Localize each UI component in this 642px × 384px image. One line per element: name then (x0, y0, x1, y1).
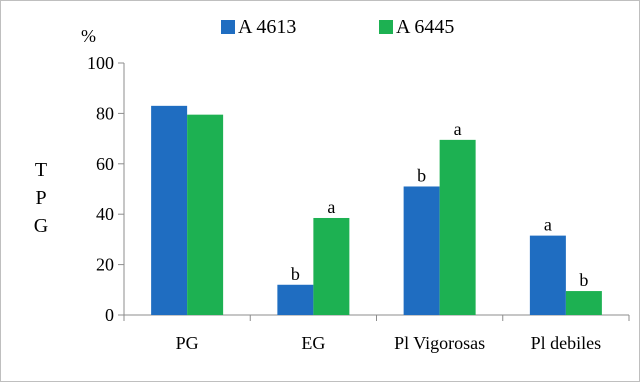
legend-entry: A 6445 (396, 16, 454, 38)
y-unit-label: % (81, 26, 96, 46)
bar (565, 291, 602, 315)
y-tick-label: 40 (96, 204, 114, 224)
legend-swatch (379, 20, 393, 34)
data-label: b (291, 264, 300, 284)
y-tick-label: 100 (87, 53, 114, 73)
y-tick-label: 20 (96, 255, 114, 275)
x-tick-label: PG (176, 333, 199, 353)
data-label: a (454, 119, 462, 139)
bar (277, 284, 314, 315)
y-tick-label: 0 (105, 305, 114, 325)
bar (403, 186, 440, 315)
x-tick-label: Pl Vigorosas (394, 333, 485, 353)
x-tick-label: EG (301, 333, 325, 353)
bar (439, 139, 476, 315)
labels: PG b a EG b a Pl Vigorosas a b Pl debiles (176, 119, 602, 353)
legend-entry: A 4613 (238, 16, 296, 38)
bar (187, 114, 224, 315)
data-label: a (327, 197, 335, 217)
y-axis-label-char: P (35, 187, 46, 209)
bar (313, 217, 350, 315)
legend: A 4613 A 6445 (221, 16, 454, 38)
bars (151, 105, 602, 315)
y-axis-label-char: T (35, 159, 47, 181)
y-tick-label: 60 (96, 154, 114, 174)
bar (151, 105, 188, 315)
data-label: b (579, 270, 588, 290)
data-label: a (544, 215, 552, 235)
y-axis-label-char: G (34, 215, 48, 237)
y-tick-label: 80 (96, 103, 114, 123)
legend-swatch (221, 20, 235, 34)
bar (529, 235, 566, 315)
data-label: b (417, 165, 426, 185)
axes: 0 20 40 60 80 100% TPG (34, 26, 630, 325)
x-tick-label: Pl debiles (531, 333, 602, 353)
